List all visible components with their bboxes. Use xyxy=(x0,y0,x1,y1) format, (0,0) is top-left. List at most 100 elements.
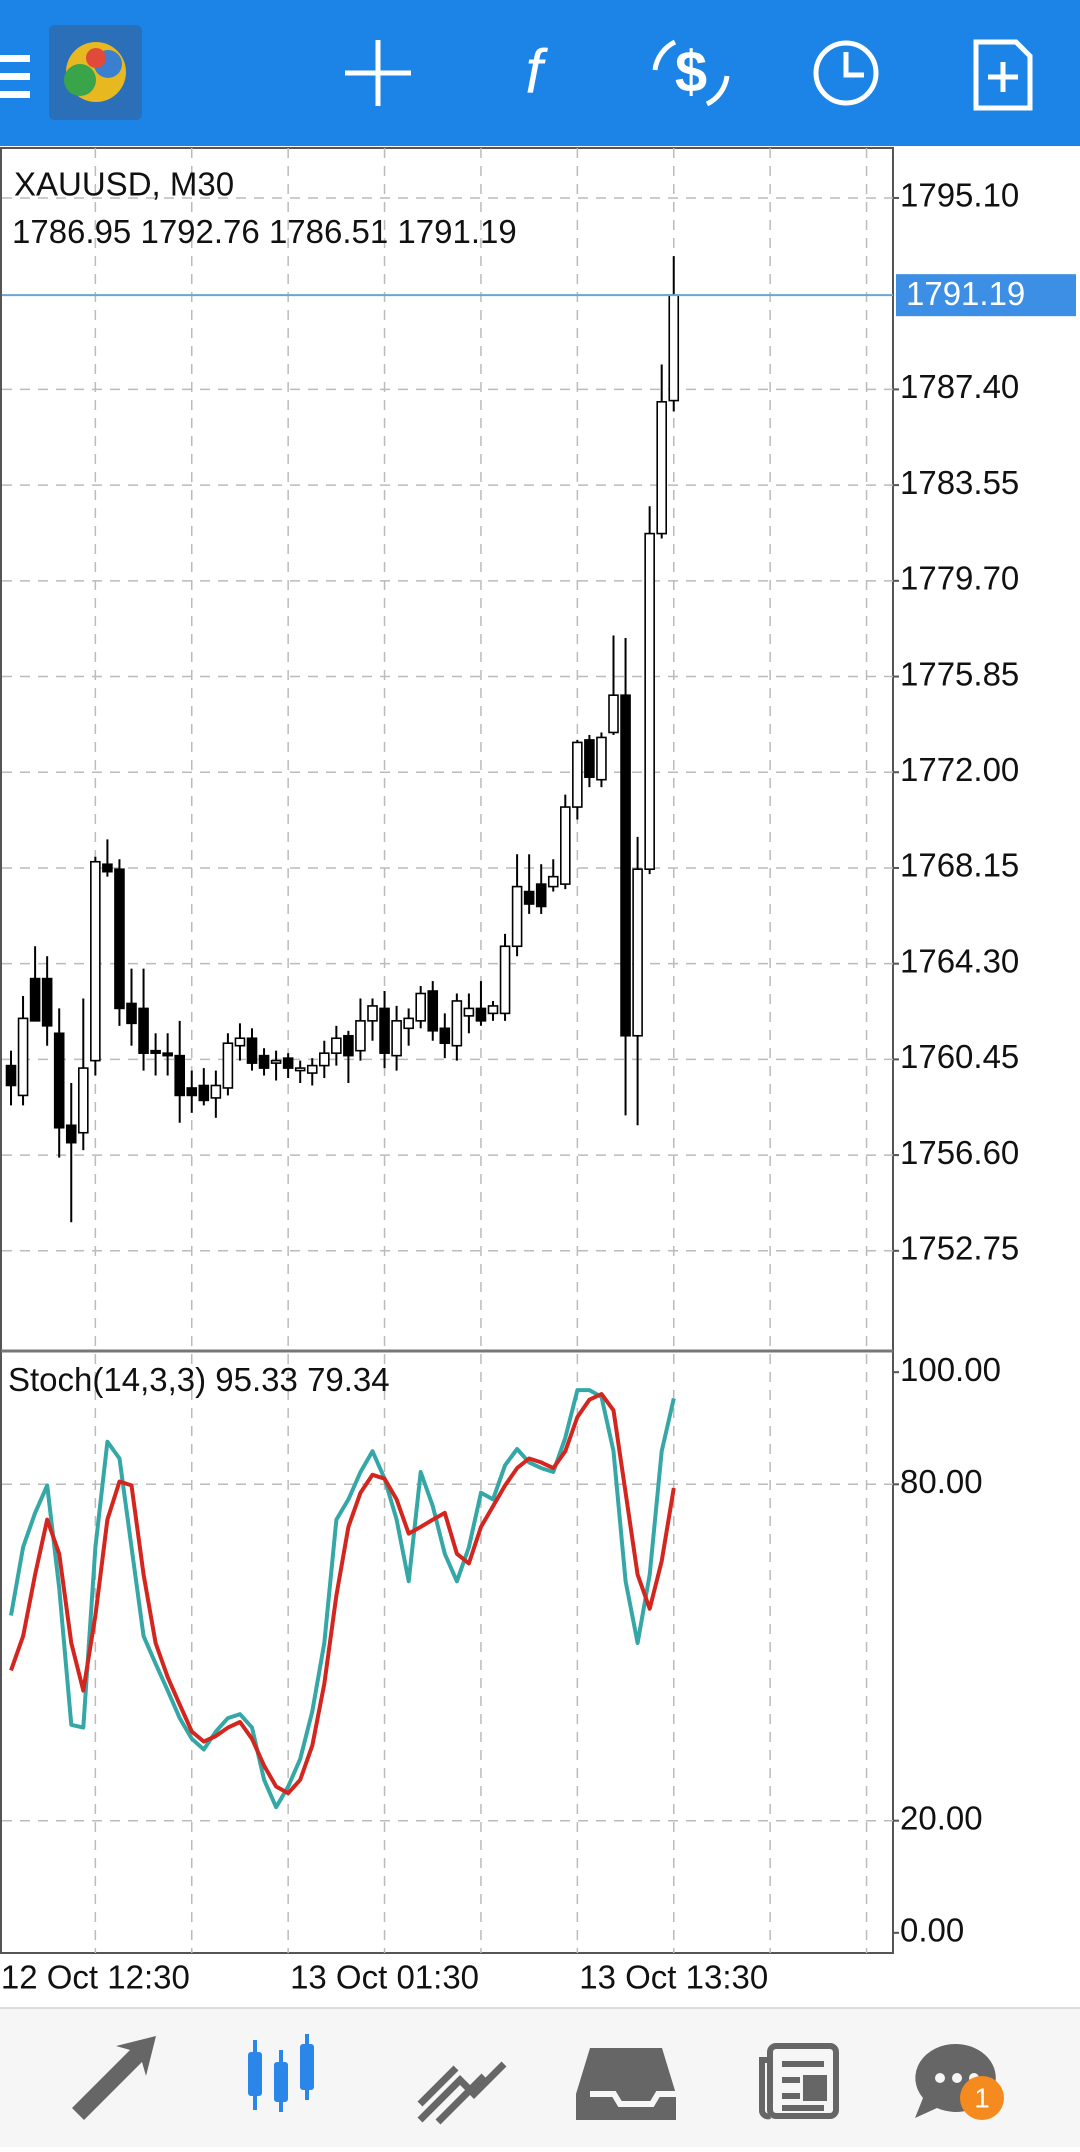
candle-body xyxy=(318,1052,330,1067)
candle-body xyxy=(331,1037,342,1054)
ohlc-open: 1786.95 xyxy=(12,213,131,250)
x-tick-label: 12 Oct 12:30 xyxy=(1,1959,190,1996)
quotes-tab[interactable] xyxy=(72,2036,156,2120)
price-label: 1791.19 xyxy=(906,275,1025,312)
history-tab[interactable] xyxy=(576,2048,680,2120)
candle-body xyxy=(620,694,631,1037)
x-tick-label: 13 Oct 13:30 xyxy=(579,1959,768,1996)
y-tick-label: 1772.00 xyxy=(900,751,1019,788)
ohlc-low: 1786.51 xyxy=(269,213,388,250)
candle-body xyxy=(415,992,427,1022)
candle-body xyxy=(65,1124,77,1144)
candle-body xyxy=(608,694,619,734)
candle-body xyxy=(41,977,53,1027)
ohlc-high: 1792.76 xyxy=(140,213,259,250)
candle-body xyxy=(596,736,607,781)
y-tick-label: 1760.45 xyxy=(900,1038,1019,1075)
candle-body xyxy=(572,741,583,808)
candle-body xyxy=(632,868,643,1037)
candle-body xyxy=(29,977,41,1022)
bottom-nav xyxy=(0,2008,1080,2147)
candle-body xyxy=(656,401,668,535)
y-tick-label: 1795.10 xyxy=(900,177,1019,214)
candle-body xyxy=(487,1005,499,1015)
candle-body xyxy=(126,1002,137,1025)
candle-body xyxy=(343,1034,354,1057)
candle-body xyxy=(391,1020,402,1057)
candle-body xyxy=(114,868,125,1010)
candle-body xyxy=(475,1007,487,1022)
candle-body xyxy=(294,1067,306,1072)
stoch-line xyxy=(9,1388,676,1810)
y-tick-label: 1752.75 xyxy=(900,1230,1019,1267)
y-tick-label: 1768.15 xyxy=(900,847,1019,884)
candle-body xyxy=(355,1020,366,1052)
price-label-box xyxy=(896,274,1076,317)
stoch-line xyxy=(9,1392,676,1796)
candle-body xyxy=(668,294,680,402)
candle-body xyxy=(379,1007,390,1054)
toolbar xyxy=(0,0,1080,146)
candle-body xyxy=(463,1007,475,1017)
candle-body xyxy=(403,1017,414,1030)
candle-body xyxy=(210,1084,222,1099)
candle-body xyxy=(174,1054,185,1097)
candle-body xyxy=(644,532,655,871)
menu-button[interactable] xyxy=(0,55,30,98)
candle-body xyxy=(222,1042,234,1089)
ohlc-values: 1786.95 1792.76 1786.51 1791.19 xyxy=(12,213,517,250)
ohlc-close: 1791.19 xyxy=(397,213,516,250)
candle-body xyxy=(90,860,101,1062)
candle-body xyxy=(78,1067,89,1134)
y-tick-label: 20.00 xyxy=(900,1799,983,1836)
new-order-button[interactable] xyxy=(973,39,1033,111)
messages-tab[interactable] xyxy=(915,2043,1004,2120)
news-tab[interactable] xyxy=(759,2043,839,2120)
y-tick-label: 1779.70 xyxy=(900,560,1019,597)
svg-text:$: $ xyxy=(675,39,707,104)
candle-body xyxy=(535,883,547,908)
period-button[interactable] xyxy=(813,40,879,106)
candle-body xyxy=(198,1084,210,1102)
candle-body xyxy=(234,1037,246,1047)
candle-body xyxy=(102,863,113,873)
app-logo[interactable] xyxy=(49,25,142,120)
candle-body xyxy=(186,1087,198,1097)
candle-body xyxy=(584,739,595,779)
y-tick-label: 0.00 xyxy=(900,1912,964,1949)
x-tick-label: 13 Oct 01:30 xyxy=(290,1959,479,1996)
crosshair-button[interactable] xyxy=(345,40,411,106)
candle-body xyxy=(367,1005,378,1022)
chart-tab[interactable] xyxy=(248,2034,314,2112)
trade-button[interactable]: $ xyxy=(652,39,730,107)
y-tick-label: 80.00 xyxy=(900,1463,983,1500)
y-tick-label: 1756.60 xyxy=(900,1134,1019,1171)
candle-body xyxy=(523,890,535,905)
candle-body xyxy=(17,1017,29,1097)
notification-badge: 1 xyxy=(974,2082,990,2113)
y-tick-label: 1783.55 xyxy=(900,464,1019,501)
candle-body xyxy=(427,990,439,1032)
candle-body xyxy=(559,806,571,885)
candle-body xyxy=(246,1037,258,1064)
candle-body xyxy=(270,1059,282,1064)
y-tick-label: 1787.40 xyxy=(900,368,1019,405)
candle-body xyxy=(511,885,523,948)
candle-body xyxy=(162,1052,173,1057)
y-tick-label: 100.00 xyxy=(900,1351,1001,1388)
candle-body xyxy=(150,1049,161,1054)
candle-body xyxy=(499,945,511,1015)
indicator-name: Stoch(14,3,3) xyxy=(8,1361,206,1398)
trade-tab[interactable] xyxy=(417,2061,507,2125)
plot: 1752.75 1756.60 1760.45 1764.30 1768.15 1772.… xyxy=(1,148,1076,1996)
y-tick-label: 1775.85 xyxy=(900,655,1019,692)
candle-body xyxy=(53,1032,65,1129)
candle-body xyxy=(451,1000,463,1047)
chart-frame xyxy=(0,147,894,1954)
candle-body xyxy=(547,875,559,888)
indicator-value: 95.33 xyxy=(215,1361,298,1398)
indicator-value: 79.34 xyxy=(307,1361,390,1398)
chart-title: XAUUSD, M30 xyxy=(14,166,234,203)
